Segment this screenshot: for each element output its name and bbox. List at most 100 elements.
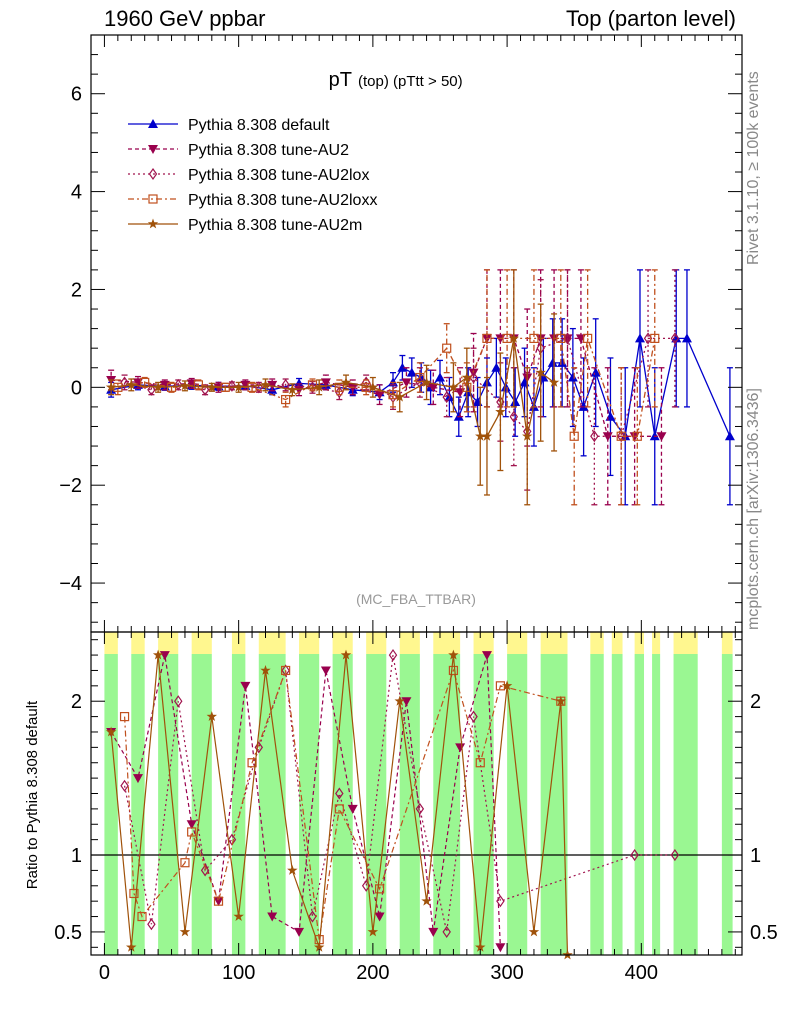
ratio-point bbox=[394, 695, 405, 706]
ratio-band-layer bbox=[104, 632, 733, 955]
ratio-point bbox=[206, 711, 217, 721]
ratio-point bbox=[335, 787, 344, 800]
data-point bbox=[510, 397, 521, 407]
y-tick-label: 2 bbox=[71, 279, 82, 301]
ratio-point bbox=[179, 926, 191, 937]
ratio-point bbox=[367, 926, 379, 937]
data-point bbox=[397, 362, 408, 372]
axes-layer: 0 100 200 300 400 −4 −2 0 2 4 6 0.5 0.5 1 1 2 2 bbox=[54, 34, 778, 984]
data-point bbox=[671, 333, 682, 343]
ratio-point bbox=[428, 927, 439, 937]
y-tick-label: 4 bbox=[71, 182, 82, 204]
data-point bbox=[500, 382, 511, 392]
data-point bbox=[147, 383, 156, 396]
ratio-band-outer-2 bbox=[158, 632, 179, 654]
ratio-band-outer-10 bbox=[433, 632, 461, 654]
data-point bbox=[335, 386, 344, 399]
data-point bbox=[442, 391, 451, 404]
ratio-band-outer-18 bbox=[673, 632, 698, 654]
series-4 bbox=[105, 269, 560, 506]
ratio-band-outer-16 bbox=[634, 632, 645, 654]
data-point bbox=[152, 381, 164, 392]
ratio-series-3 bbox=[105, 649, 573, 960]
data-point bbox=[442, 343, 452, 353]
data-point bbox=[421, 376, 432, 387]
ratio-band-inner-2 bbox=[158, 654, 179, 955]
ratio-point bbox=[240, 681, 251, 691]
data-point bbox=[406, 367, 417, 377]
ratio-point bbox=[630, 848, 639, 862]
ratio-point bbox=[496, 895, 505, 908]
data-point bbox=[179, 380, 191, 391]
ratio-point bbox=[105, 726, 117, 737]
data-point bbox=[233, 381, 244, 392]
ratio-point bbox=[415, 802, 425, 815]
ratio-point bbox=[119, 711, 130, 722]
data-point bbox=[491, 362, 502, 372]
ratio-point bbox=[254, 741, 264, 754]
data-point bbox=[605, 411, 616, 421]
ratio-point bbox=[528, 926, 540, 937]
ratio-band-inner-6 bbox=[299, 654, 320, 955]
y-tick-label: 0 bbox=[71, 377, 82, 399]
data-point bbox=[461, 372, 473, 382]
data-point bbox=[320, 378, 331, 388]
ratio-point bbox=[213, 896, 224, 906]
data-point bbox=[475, 430, 486, 441]
ratio-point bbox=[247, 758, 257, 768]
ratio-band-inner-0 bbox=[104, 654, 118, 955]
ratio-y-tick-label: 2 bbox=[71, 691, 82, 713]
legend-label: Pythia 8.308 default bbox=[188, 117, 330, 134]
ratio-point bbox=[120, 779, 129, 792]
data-point bbox=[388, 390, 398, 400]
data-point bbox=[590, 367, 601, 377]
data-point bbox=[535, 367, 546, 378]
data-point bbox=[367, 381, 379, 392]
data-point bbox=[632, 431, 642, 441]
ratio-plot-layer bbox=[91, 649, 742, 960]
legend-label: Pythia 8.308 tune-AU2lox bbox=[188, 167, 369, 184]
data-point bbox=[670, 332, 680, 345]
ratio-band-inner-9 bbox=[399, 654, 420, 955]
data-point bbox=[281, 378, 290, 391]
ratio-band-inner-12 bbox=[507, 654, 528, 955]
data-point bbox=[547, 357, 558, 367]
ratio-point bbox=[159, 651, 170, 661]
ratio-point bbox=[475, 941, 486, 952]
data-point bbox=[509, 410, 519, 423]
ratio-band-outer-6 bbox=[299, 632, 320, 654]
ratio-point bbox=[442, 925, 451, 938]
ratio-band-outer-11 bbox=[473, 632, 494, 654]
data-point bbox=[314, 381, 325, 392]
x-tick-label: 300 bbox=[490, 962, 523, 984]
ratio-band-inner-1 bbox=[131, 654, 145, 955]
ratio-point bbox=[126, 941, 137, 952]
header-left: 1960 GeV ppbar bbox=[104, 6, 266, 31]
data-point bbox=[401, 378, 412, 388]
data-point bbox=[394, 391, 405, 402]
ratio-y-axis-label: Ratio to Pythia 8.308 default bbox=[24, 700, 41, 889]
ratio-point bbox=[501, 680, 513, 691]
ratio-band-outer-0 bbox=[104, 632, 118, 654]
ratio-point bbox=[314, 941, 325, 952]
ratio-band-outer-3 bbox=[191, 632, 212, 654]
ratio-band-outer-14 bbox=[590, 632, 604, 654]
legend-entry-3: Pythia 8.308 tune-AU2loxx bbox=[128, 192, 377, 209]
data-point bbox=[522, 430, 533, 441]
ratio-point bbox=[481, 651, 492, 661]
ratio-point bbox=[308, 910, 317, 923]
ratio-band-inner-19 bbox=[721, 654, 733, 955]
legend-marker bbox=[147, 218, 159, 229]
data-point bbox=[616, 430, 626, 443]
ratio-y-tick-label-right: 2 bbox=[750, 691, 761, 713]
ratio-point bbox=[388, 649, 398, 662]
legend-entry-1: Pythia 8.308 tune-AU2 bbox=[128, 142, 349, 159]
ratio-band-inner-18 bbox=[673, 654, 698, 955]
data-point bbox=[495, 406, 506, 417]
ratio-point bbox=[320, 666, 331, 676]
x-tick-label: 0 bbox=[99, 962, 110, 984]
legend-entry-4: Pythia 8.308 tune-AU2m bbox=[128, 217, 362, 234]
data-point bbox=[448, 381, 459, 392]
ratio-point bbox=[180, 858, 190, 868]
